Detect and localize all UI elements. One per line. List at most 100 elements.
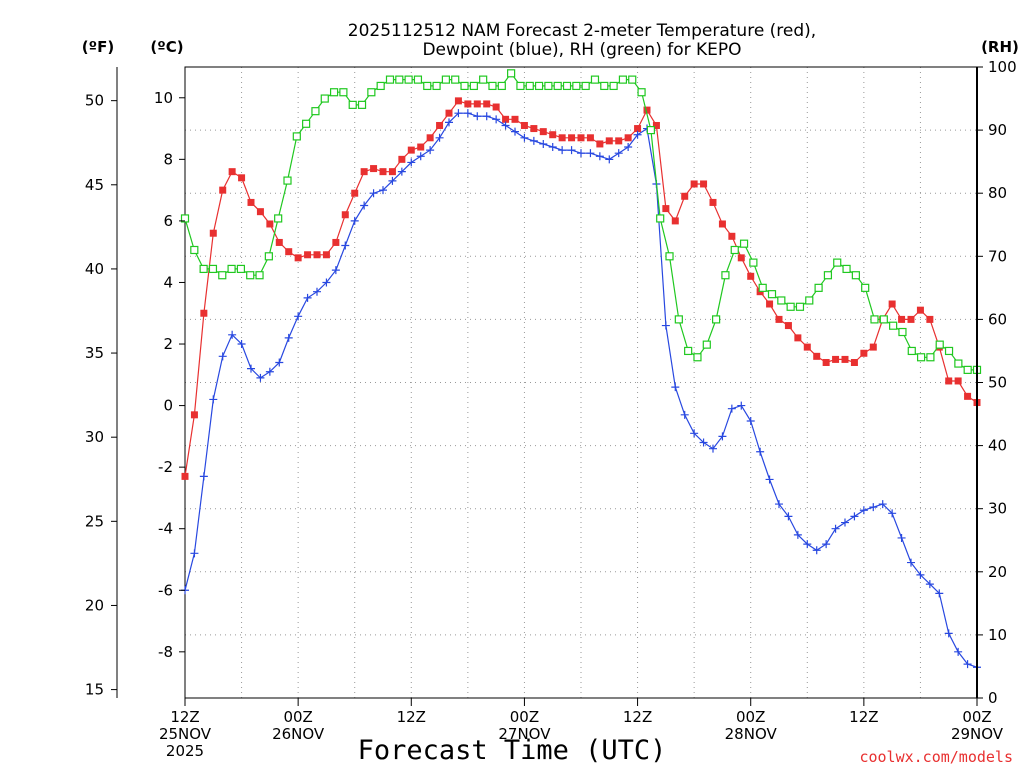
fahrenheit-tick-label: 40: [85, 260, 104, 278]
rh-point: [264, 252, 273, 261]
dewpoint-point: [209, 395, 218, 404]
rh-tick-label: 40: [988, 437, 1007, 455]
temperature-point: [332, 238, 340, 246]
rh-point: [944, 346, 954, 356]
rh-point: [898, 327, 907, 337]
x-tick-label: 28NOV: [725, 725, 778, 743]
temperature-point: [709, 198, 717, 206]
temperature-point: [511, 115, 519, 123]
rh-tick-label: 70: [988, 247, 1007, 265]
rh-point: [805, 296, 814, 305]
rh-point: [562, 81, 572, 91]
dewpoint-point: [360, 201, 369, 210]
dewpoint-point: [275, 358, 284, 367]
temperature-point: [737, 254, 745, 262]
rh-point: [656, 214, 665, 223]
rh-point: [730, 245, 739, 255]
rh-point: [283, 176, 292, 185]
dewpoint-point: [784, 512, 793, 521]
x-tick-label: 12Z: [623, 708, 652, 726]
rh-point: [646, 125, 655, 135]
dewpoint-point: [595, 152, 604, 161]
rh-point: [544, 81, 553, 91]
temperature-point: [256, 208, 264, 216]
dewpoint-point: [416, 152, 425, 161]
dewpoint-point: [878, 500, 887, 509]
dewpoint-point: [482, 112, 491, 121]
dewpoint-point: [775, 500, 783, 509]
temperature-point: [219, 186, 227, 194]
rh-point: [432, 81, 441, 91]
rh-point: [460, 81, 469, 91]
dewpoint-point: [313, 287, 321, 296]
dewpoint-point: [850, 512, 859, 521]
fahrenheit-tick-label: 30: [85, 428, 104, 446]
temperature-point: [426, 134, 434, 142]
dewpoint-point: [671, 383, 680, 392]
celsius-tick-label: 2: [163, 335, 173, 353]
temperature-point: [728, 232, 736, 240]
rh-point: [413, 75, 423, 84]
temperature-point: [850, 358, 858, 366]
fahrenheit-axis-unit: (ºF): [82, 38, 114, 56]
temperature-point: [615, 137, 623, 145]
temperature-point: [473, 100, 481, 108]
dewpoint-point: [935, 589, 944, 598]
dewpoint-point: [633, 130, 642, 139]
rh-point: [516, 81, 525, 91]
fahrenheit-tick-label: 20: [85, 596, 104, 614]
dewpoint-point: [284, 333, 293, 342]
temperature-point: [643, 106, 651, 114]
rh-point: [600, 81, 609, 91]
rh-point: [637, 88, 646, 97]
x-axis-label: Forecast Time (UTC): [358, 735, 667, 766]
rh-point: [758, 283, 767, 292]
rh-point: [218, 271, 227, 280]
series-group: [180, 69, 982, 672]
dewpoint-point: [256, 373, 265, 382]
temperature-point: [586, 134, 594, 142]
dewpoint-point: [793, 530, 802, 539]
x-tick-label: 00Z: [736, 708, 765, 726]
temperature-point: [822, 358, 830, 366]
dewpoint-point: [925, 580, 934, 589]
dewpoint-point: [294, 312, 303, 321]
axes: 1520253035404550-8-6-4-20246810010203040…: [85, 58, 1017, 760]
dewpoint-point: [199, 472, 208, 481]
dewpoint-point: [841, 518, 849, 527]
temperature-point: [360, 168, 368, 176]
rh-point: [255, 271, 264, 280]
series-filled-square-group: [181, 97, 981, 480]
x-tick-label: 00Z: [510, 708, 539, 726]
rh-point: [441, 75, 450, 84]
fahrenheit-tick-label: 25: [85, 512, 104, 530]
dewpoint-point: [765, 475, 774, 484]
temperature-point: [454, 97, 462, 105]
temperature-point: [624, 134, 632, 142]
temperature-point: [718, 220, 726, 228]
fahrenheit-tick-label: 15: [85, 681, 104, 699]
temperature-point: [464, 100, 472, 108]
temperature-point: [436, 121, 444, 129]
dewpoint-point: [822, 540, 831, 549]
rh-point: [479, 75, 488, 84]
dewpoint-point: [567, 146, 576, 155]
rh-point: [190, 245, 199, 255]
temperature-point: [530, 125, 538, 133]
rh-point: [507, 69, 516, 78]
dewpoint-point: [331, 266, 340, 275]
rh-point: [739, 239, 749, 248]
dewpoint-point: [397, 167, 406, 176]
temperature-point: [888, 300, 896, 308]
rh-point: [795, 302, 805, 311]
temperature-point: [370, 165, 378, 173]
temperature-point: [605, 137, 613, 145]
rh-point: [199, 264, 208, 274]
temperature-point: [407, 146, 415, 154]
rh-tick-label: 90: [988, 121, 1007, 139]
rh-point: [404, 75, 413, 84]
dewpoint-point: [812, 546, 821, 555]
temperature-point: [445, 109, 453, 117]
temperature-point: [869, 343, 877, 351]
temperature-point: [700, 180, 708, 188]
